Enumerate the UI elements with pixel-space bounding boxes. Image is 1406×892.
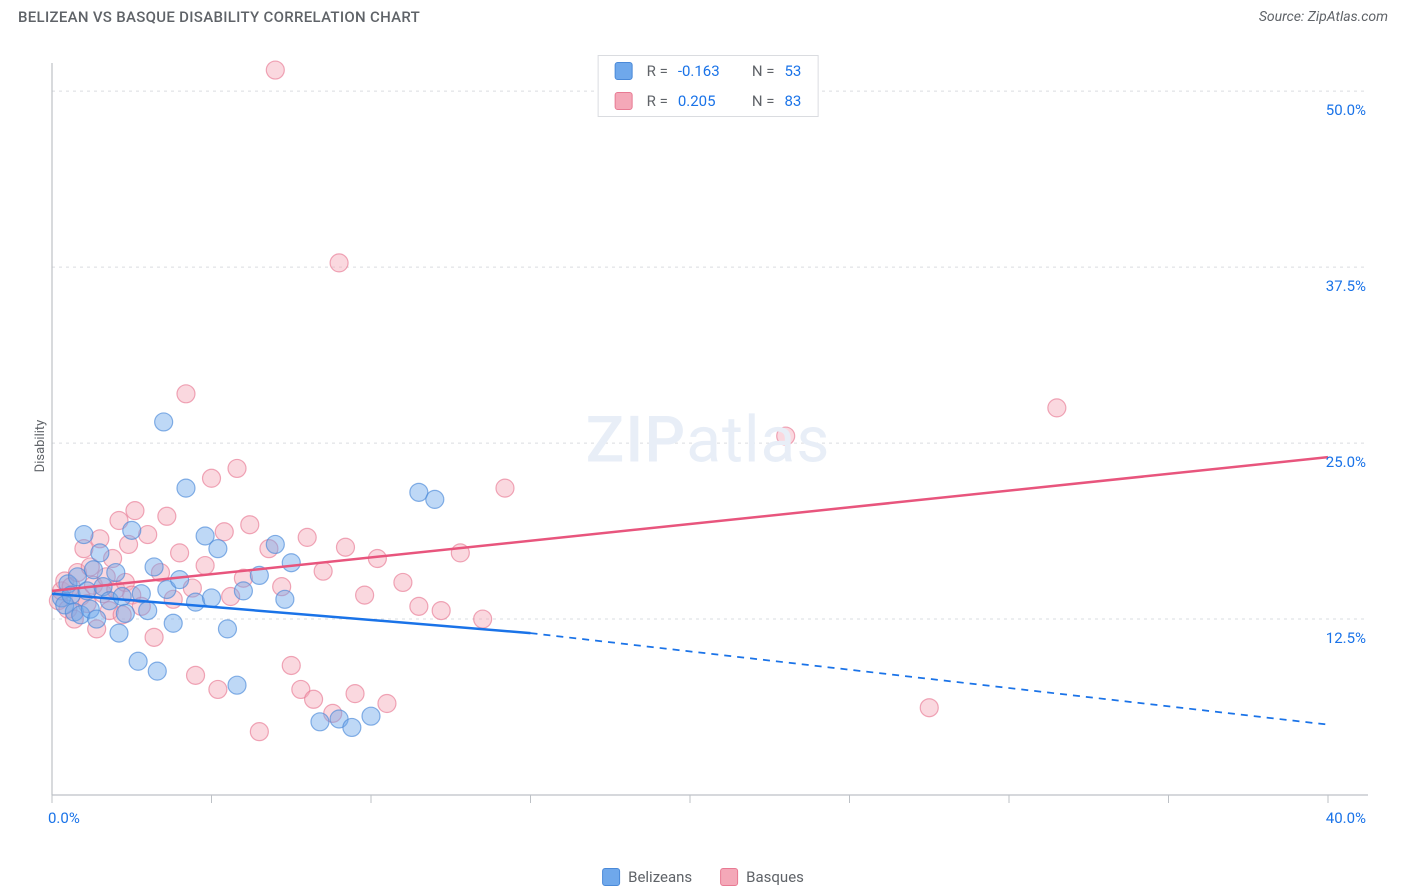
x-tick-label: 0.0% <box>48 809 80 827</box>
y-tick-label: 50.0% <box>1326 101 1366 119</box>
chart-plot-area: ZIPatlas R = -0.163 N = 53 R = 0.205 N =… <box>48 55 1368 825</box>
legend-item-basques: Basques <box>720 868 804 886</box>
chart-title: BELIZEAN VS BASQUE DISABILITY CORRELATIO… <box>18 8 420 26</box>
swatch-belizeans-icon <box>615 62 633 80</box>
y-tick-label: 12.5% <box>1326 629 1366 647</box>
legend-row-basques: R = 0.205 N = 83 <box>599 86 818 116</box>
correlation-legend: R = -0.163 N = 53 R = 0.205 N = 83 <box>598 55 819 117</box>
source-attribution: Source: ZipAtlas.com <box>1259 9 1388 25</box>
legend-item-belizeans: Belizeans <box>602 868 692 886</box>
swatch-basques-icon <box>615 92 633 110</box>
swatch-belizeans-icon <box>602 868 620 886</box>
scatter-plot-svg <box>48 55 1368 825</box>
y-axis-label: Disability <box>33 420 48 473</box>
series-legend: Belizeans Basques <box>602 868 804 886</box>
chart-header: BELIZEAN VS BASQUE DISABILITY CORRELATIO… <box>0 0 1406 30</box>
swatch-basques-icon <box>720 868 738 886</box>
legend-row-belizeans: R = -0.163 N = 53 <box>599 56 818 86</box>
y-tick-label: 25.0% <box>1326 453 1366 471</box>
x-tick-label: 40.0% <box>1326 809 1366 827</box>
y-tick-label: 37.5% <box>1326 277 1366 295</box>
